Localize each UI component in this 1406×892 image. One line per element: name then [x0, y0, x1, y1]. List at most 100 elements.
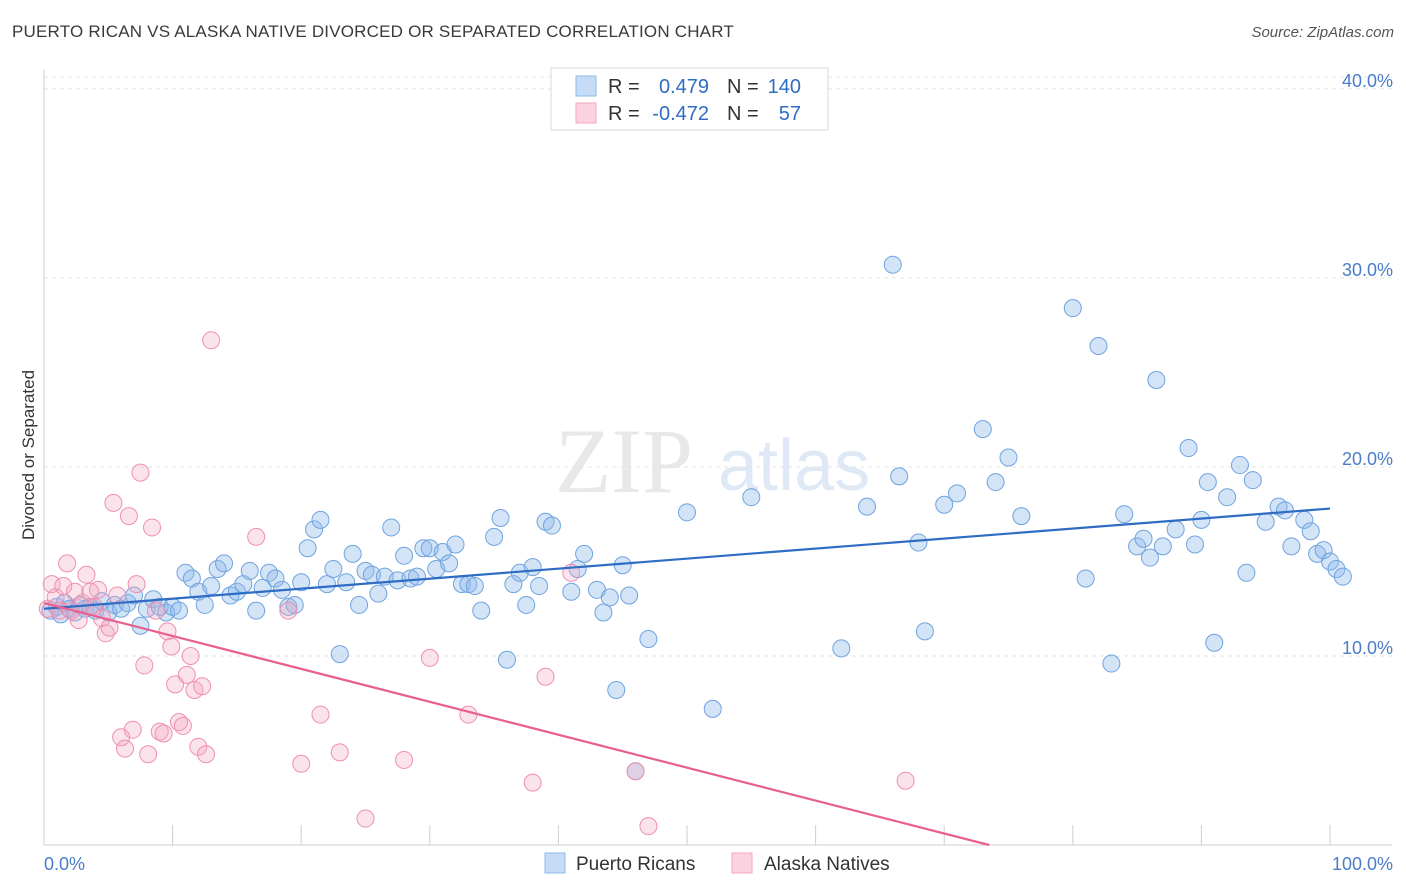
y-tick-label: 40.0% — [1342, 71, 1393, 91]
legend-frame — [550, 67, 829, 131]
puerto-rican-point — [298, 539, 317, 558]
puerto-rican-point — [890, 467, 909, 486]
alaska-native-point — [116, 739, 135, 758]
puerto-rican-point — [202, 577, 221, 596]
alaska-native-point — [177, 665, 196, 684]
puerto-rican-point — [1205, 633, 1224, 652]
puerto-rican-point — [350, 595, 369, 614]
alaska-native-point — [162, 637, 181, 656]
alaska-native-point — [189, 737, 208, 756]
puerto-rican-point — [742, 488, 761, 507]
puerto-rican-point — [1179, 439, 1198, 458]
puerto-rican-point — [369, 584, 388, 603]
alaska-native-point — [139, 745, 158, 764]
alaska-native-point — [131, 463, 150, 482]
puerto-rican-point — [1282, 537, 1301, 556]
alaska-native-point — [143, 518, 162, 537]
legend-n-value-1: 140 — [768, 76, 801, 98]
puerto-rican-point — [324, 560, 343, 579]
x-tick-label-min: 0.0% — [44, 854, 85, 874]
alaska-native-point — [896, 771, 915, 790]
puerto-rican-point — [517, 595, 536, 614]
puerto-rican-point — [935, 495, 954, 514]
puerto-rican-point — [1230, 456, 1249, 475]
puerto-rican-point — [542, 516, 561, 535]
puerto-rican-point — [607, 681, 626, 699]
puerto-rican-point — [1140, 548, 1159, 567]
legend-r-label-1: R = — [608, 76, 640, 98]
puerto-rican-point — [247, 601, 266, 620]
puerto-rican-point — [613, 556, 632, 575]
puerto-rican-point — [1063, 299, 1082, 318]
alaska-native-point — [626, 762, 645, 781]
legend-r-value-1: 0.479 — [659, 76, 709, 98]
puerto-rican-point — [999, 448, 1018, 467]
alaska-native-point — [81, 582, 100, 601]
puerto-rican-point — [317, 575, 336, 594]
alaska-native-point — [523, 773, 542, 792]
legend-swatch-alaska-natives — [575, 102, 597, 124]
alaska-native-point — [58, 554, 77, 573]
puerto-rican-point — [266, 569, 285, 588]
y-axis-label: Divorced or Separated — [19, 370, 38, 540]
puerto-rican-point — [292, 573, 311, 592]
alaska-native-point — [104, 493, 123, 512]
trend-lines — [43, 507, 1331, 847]
puerto-ricans-trend-line — [43, 507, 1331, 610]
alaska-native-point — [292, 754, 311, 773]
puerto-rican-point — [1185, 535, 1204, 554]
legend-swatch-puerto-ricans — [575, 75, 597, 97]
puerto-rican-point — [973, 420, 992, 439]
puerto-rican-point — [491, 508, 510, 527]
alaska-native-point — [119, 507, 138, 526]
alaska-native-point — [247, 527, 266, 546]
alaska-native-point — [127, 575, 146, 594]
puerto-rican-point — [523, 558, 542, 577]
legend-r-value-2: -0.472 — [652, 103, 709, 125]
puerto-rican-point — [832, 639, 851, 658]
puerto-rican-point — [1012, 507, 1031, 526]
alaska-native-point — [202, 331, 221, 350]
puerto-rican-point — [465, 577, 484, 596]
alaska-native-point — [356, 809, 375, 828]
puerto-rican-point — [343, 544, 362, 563]
puerto-rican-point — [1218, 488, 1237, 507]
alaska-native-point — [89, 580, 108, 599]
puerto-rican-point — [395, 546, 414, 565]
puerto-rican-point — [1153, 537, 1172, 556]
bottom-legend-swatch-puerto-ricans — [544, 852, 566, 874]
puerto-rican-point — [986, 473, 1005, 492]
alaska-natives-trend-line — [43, 601, 990, 847]
puerto-rican-point — [497, 650, 516, 669]
alaska-native-point — [279, 601, 298, 620]
puerto-rican-point — [1237, 563, 1256, 582]
alaska-native-point — [173, 716, 192, 735]
alaska-native-point — [135, 656, 154, 675]
puerto-rican-point — [1134, 529, 1153, 548]
puerto-rican-point — [182, 569, 201, 588]
puerto-rican-point — [1076, 569, 1095, 588]
puerto-rican-point — [915, 622, 934, 641]
puerto-rican-point — [1321, 552, 1339, 571]
legend-n-value-2: 57 — [779, 103, 801, 125]
legend-n-label-2: N = — [727, 103, 759, 125]
puerto-rican-point — [1147, 371, 1166, 389]
puerto-rican-point — [530, 577, 549, 596]
puerto-rican-point — [440, 554, 459, 573]
alaska-native-point — [395, 750, 414, 769]
watermark: ZIP atlas — [555, 410, 870, 512]
alaska-native-point — [181, 646, 200, 665]
puerto-rican-point — [1314, 541, 1333, 560]
source-label: Source: ZipAtlas.com — [1251, 24, 1394, 41]
ticks: 10.0% 20.0% 30.0% 40.0% 0.0% 100.0% — [44, 71, 1393, 874]
puerto-rican-point — [600, 588, 619, 607]
puerto-rican-point — [678, 503, 696, 522]
alaska-native-point — [108, 586, 127, 605]
puerto-rican-point — [215, 554, 234, 573]
alaska-natives-points — [38, 331, 915, 836]
y-tick-label: 30.0% — [1342, 260, 1393, 280]
legend-n-label-1: N = — [727, 76, 759, 98]
puerto-rican-point — [1115, 505, 1134, 524]
puerto-rican-point — [703, 699, 722, 718]
x-tick-label-max: 100.0% — [1332, 854, 1393, 874]
